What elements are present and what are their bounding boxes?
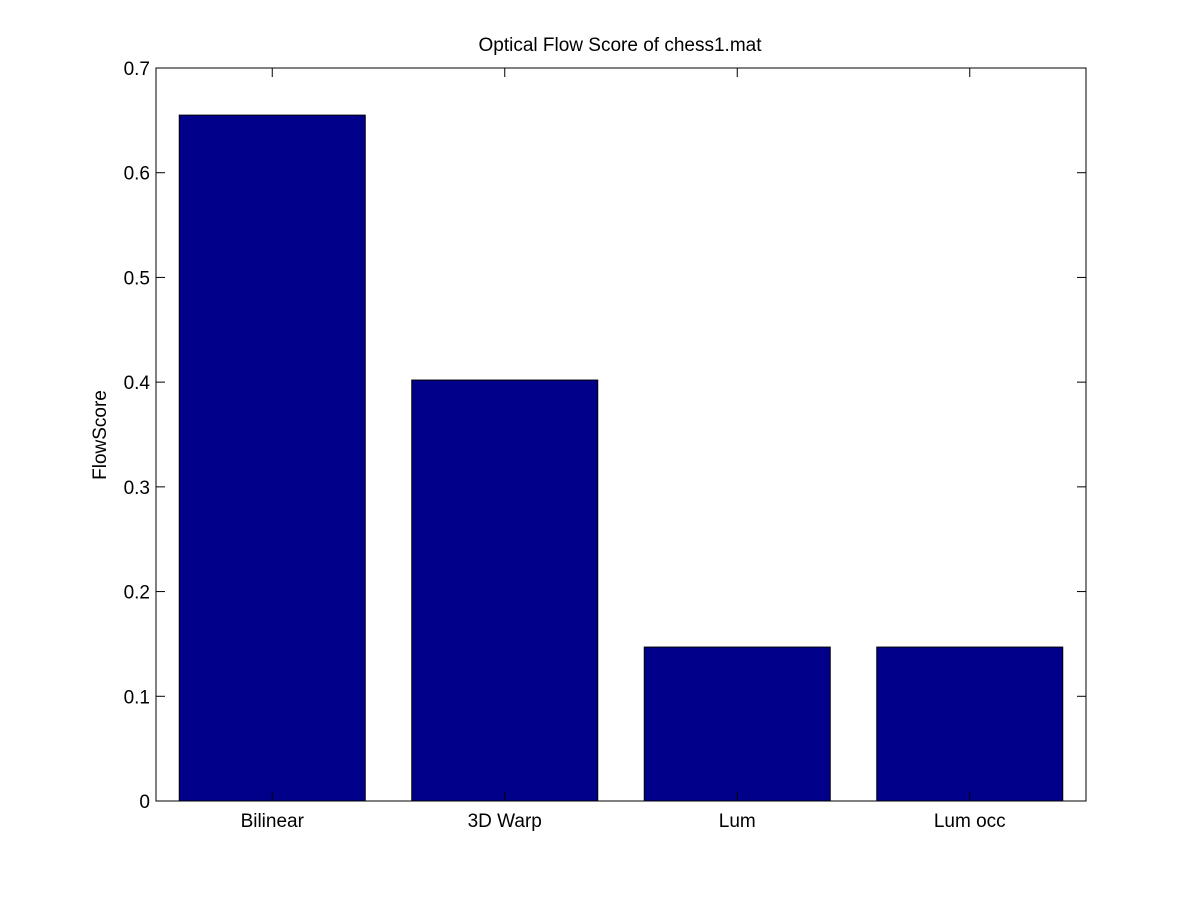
chart-title: Optical Flow Score of chess1.mat — [479, 35, 763, 56]
y-tick-label: 0.1 — [124, 687, 150, 708]
bar-bilinear — [178, 114, 366, 802]
y-tick-label: 0.2 — [124, 583, 150, 604]
y-tick-label: 0.3 — [124, 478, 150, 499]
bar-3d-warp — [411, 379, 599, 802]
y-tick-label: 0.4 — [124, 373, 151, 394]
y-axis-label: FlowScore — [90, 390, 111, 480]
y-tick-label: 0.6 — [124, 164, 150, 185]
x-tick-label: Lum occ — [934, 811, 1006, 832]
x-tick-label: 3D Warp — [468, 811, 542, 832]
y-tick-label: 0 — [139, 792, 150, 813]
axes-box — [155, 67, 1087, 802]
x-tick-label: Lum — [719, 811, 756, 832]
bar-lum — [643, 646, 831, 802]
y-tick-label: 0.5 — [124, 268, 150, 289]
x-tick-label: Bilinear — [241, 811, 305, 832]
bar-lum-occ — [876, 646, 1064, 802]
y-tick-label: 0.7 — [124, 59, 150, 80]
